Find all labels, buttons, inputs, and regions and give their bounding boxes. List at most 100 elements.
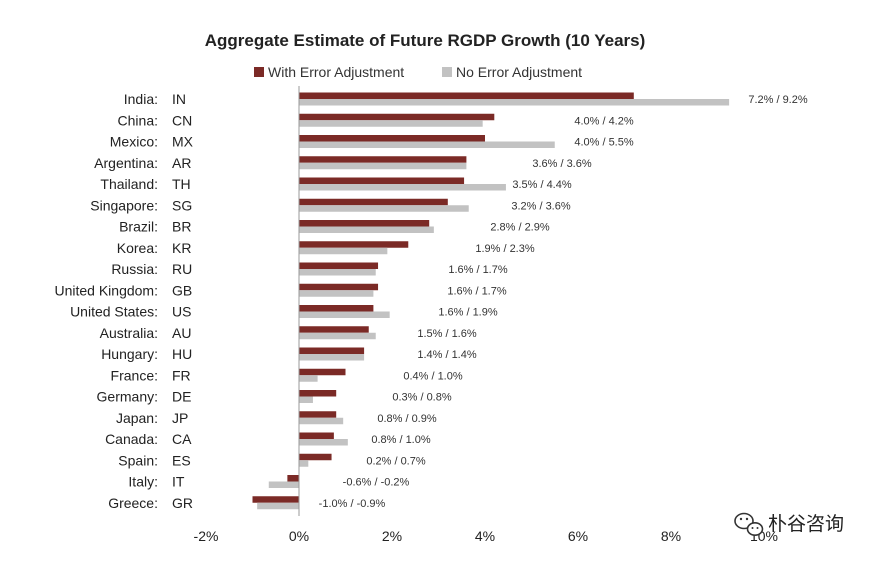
legend: With Error Adjustment No Error Adjustmen…: [254, 64, 582, 80]
data-label: 3.2% / 3.6%: [511, 200, 571, 212]
category-code-label: IN: [172, 91, 186, 107]
category-country-label: United States:: [70, 304, 158, 320]
category-code-label: AU: [172, 325, 191, 341]
category-country-label: Hungary:: [101, 346, 158, 362]
legend-label-with-error: With Error Adjustment: [268, 64, 404, 80]
data-label: 0.8% / 1.0%: [371, 434, 431, 446]
x-tick-label: -2%: [194, 528, 219, 544]
category-country-label: Greece:: [108, 495, 158, 511]
data-label: -1.0% / -0.9%: [319, 498, 386, 510]
bar-with-error-adjustment: [299, 326, 369, 333]
bar-no-error-adjustment: [299, 311, 390, 318]
data-label: 0.8% / 0.9%: [377, 413, 437, 425]
x-tick-label: 0%: [289, 528, 309, 544]
category-code-label: JP: [172, 410, 188, 426]
category-code-label: SG: [172, 197, 192, 213]
category-country-label: Japan:: [116, 410, 158, 426]
category-country-label: Germany:: [97, 389, 158, 405]
data-label: 1.6% / 1.7%: [448, 264, 508, 276]
category-code-label: MX: [172, 134, 194, 150]
data-label: 1.6% / 1.9%: [438, 307, 498, 319]
bar-no-error-adjustment: [299, 205, 469, 212]
category-country-label: Mexico:: [110, 134, 158, 150]
bar-no-error-adjustment: [299, 375, 318, 382]
x-tick-label: 8%: [661, 528, 681, 544]
bar-with-error-adjustment: [299, 241, 409, 248]
data-label: 4.0% / 5.5%: [574, 137, 634, 149]
bar-with-error-adjustment: [299, 368, 346, 376]
bar-no-error-adjustment: [299, 162, 467, 170]
bar-with-error-adjustment: [299, 347, 365, 354]
bar-with-error-adjustment: [299, 220, 430, 227]
legend-swatch-no-error: [442, 67, 452, 77]
category-code-label: DE: [172, 389, 191, 405]
category-country-label: Spain:: [118, 452, 158, 468]
x-axis: -2% 0% 2% 4% 6% 8% 10%: [194, 86, 778, 544]
category-code-label: TH: [172, 176, 191, 192]
bar-with-error-adjustment: [299, 283, 379, 291]
category-country-label: United Kingdom:: [54, 282, 158, 298]
bar-no-error-adjustment: [299, 417, 344, 425]
category-code-label: BR: [172, 219, 191, 235]
bar-with-error-adjustment: [287, 475, 299, 482]
category-code-label: IT: [172, 474, 185, 490]
bar-with-error-adjustment: [299, 432, 334, 439]
category-code-label: FR: [172, 367, 191, 383]
chart-title: Aggregate Estimate of Future RGDP Growth…: [205, 31, 646, 50]
bar-no-error-adjustment: [299, 290, 374, 297]
data-label: 4.0% / 4.2%: [574, 115, 634, 127]
data-label: 1.4% / 1.4%: [417, 349, 477, 361]
category-code-label: AR: [172, 155, 191, 171]
category-code-label: RU: [172, 261, 192, 277]
bar-no-error-adjustment: [299, 269, 376, 276]
wechat-icon: [734, 512, 764, 536]
x-tick-label: 4%: [475, 528, 495, 544]
bar-with-error-adjustment: [299, 453, 332, 461]
bar-with-error-adjustment: [299, 305, 374, 312]
category-code-label: HU: [172, 346, 192, 362]
category-code-label: CA: [172, 431, 192, 447]
watermark: 朴谷咨询: [734, 512, 844, 536]
category-country-label: Russia:: [111, 261, 158, 277]
category-code-label: US: [172, 304, 191, 320]
x-tick-label: 2%: [382, 528, 402, 544]
category-code-label: GR: [172, 495, 193, 511]
bar-with-error-adjustment: [299, 113, 495, 121]
bar-with-error-adjustment: [299, 262, 379, 269]
category-country-label: Italy:: [128, 474, 158, 490]
category-code-label: GB: [172, 282, 192, 298]
legend-swatch-with-error: [254, 67, 264, 77]
bar-no-error-adjustment: [299, 99, 730, 106]
category-country-label: Argentina:: [94, 155, 158, 171]
category-country-label: Singapore:: [90, 197, 158, 213]
bar-with-error-adjustment: [299, 177, 465, 184]
category-country-label: Canada:: [105, 431, 158, 447]
bar-no-error-adjustment: [299, 120, 483, 127]
watermark-text: 朴谷咨询: [768, 513, 844, 535]
data-label: 0.3% / 0.8%: [392, 392, 452, 404]
data-label: 7.2% / 9.2%: [748, 94, 808, 106]
bar-with-error-adjustment: [299, 390, 337, 397]
data-label: 1.5% / 1.6%: [417, 328, 477, 340]
category-country-label: Korea:: [117, 240, 158, 256]
category-code-label: CN: [172, 112, 192, 128]
category-code-label: KR: [172, 240, 191, 256]
category-country-label: France:: [111, 367, 158, 383]
bar-with-error-adjustment: [299, 156, 467, 163]
bar-with-error-adjustment: [299, 135, 485, 142]
data-label: 0.2% / 0.7%: [366, 455, 426, 467]
category-country-label: Australia:: [100, 325, 158, 341]
category-code-label: ES: [172, 452, 191, 468]
legend-label-no-error: No Error Adjustment: [456, 64, 582, 80]
bar-no-error-adjustment: [299, 439, 348, 446]
data-label: 2.8% / 2.9%: [490, 222, 550, 234]
category-country-label: India:: [124, 91, 158, 107]
data-label: 1.6% / 1.7%: [447, 285, 507, 297]
bar-with-error-adjustment: [299, 411, 337, 418]
bar-no-error-adjustment: [299, 396, 313, 403]
x-tick-label: 6%: [568, 528, 588, 544]
bar-no-error-adjustment: [299, 141, 555, 148]
bar-no-error-adjustment: [299, 332, 376, 340]
